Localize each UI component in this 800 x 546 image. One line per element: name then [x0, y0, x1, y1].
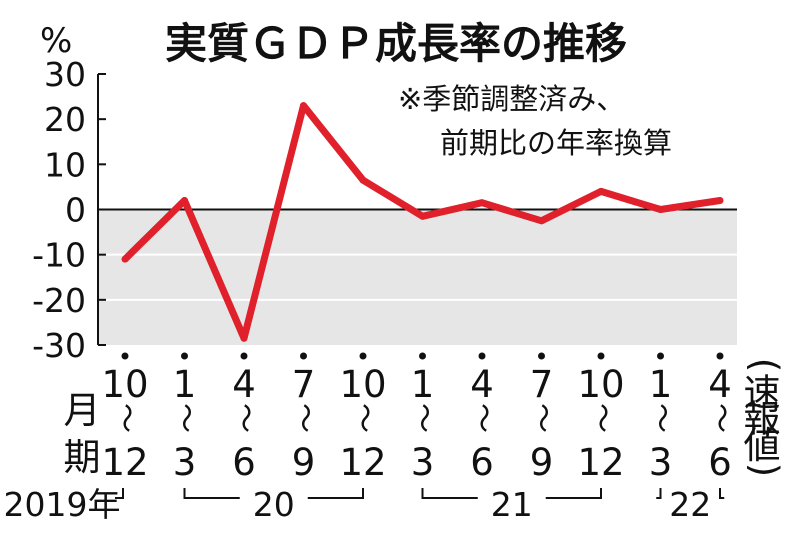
x-tick-end: 3 — [411, 441, 435, 484]
preliminary-char: 報 — [744, 398, 781, 441]
y-tick-label: 30 — [44, 55, 86, 94]
year-label: 22 — [669, 485, 711, 524]
x-tick-start: 1 — [649, 363, 673, 406]
x-tick-end: 6 — [708, 441, 732, 484]
data-point — [716, 196, 724, 204]
data-point — [419, 212, 426, 220]
x-tick-tilde: ～ — [644, 403, 679, 433]
x-tick-start: 10 — [577, 363, 624, 406]
x-tick-tilde: ～ — [287, 403, 322, 433]
plot-area — [97, 73, 737, 346]
y-tick-label: -10 — [32, 236, 86, 275]
data-point — [240, 334, 248, 342]
x-tick-dot — [478, 352, 486, 360]
x-tick-dot — [716, 352, 724, 360]
x-tick-end: 12 — [577, 441, 624, 484]
preliminary-char: 速 — [744, 371, 781, 414]
x-tick-start: 4 — [470, 363, 494, 406]
year-bracket — [183, 488, 240, 499]
x-tick-start: 7 — [292, 363, 316, 406]
y-tick-label: 10 — [44, 145, 86, 184]
chart-note: ※季節調整済み、 前期比の年率換算 — [398, 82, 672, 160]
x-tick-tilde: ～ — [346, 403, 381, 433]
data-point — [181, 196, 188, 204]
chart-title: 実質ＧＤＰ成長率の推移 — [165, 19, 627, 68]
y-axis-ticks: 30 20 10 0 -10 -20 -30 — [32, 55, 86, 365]
data-point — [657, 206, 664, 213]
x-tick-tilde: ～ — [465, 403, 500, 433]
x-tick-tilde: ～ — [108, 403, 143, 433]
x-tick-start: 4 — [708, 363, 732, 406]
x-tick-tilde: ～ — [406, 403, 441, 433]
x-tick-tilde: ～ — [168, 403, 203, 433]
year-labels: 2019年 20 21 22 — [4, 485, 725, 524]
year-bracket — [307, 488, 364, 499]
x-tick-tilde: ～ — [525, 403, 560, 433]
x-tick-end: 3 — [649, 441, 673, 484]
x-tick-end: 6 — [470, 441, 494, 484]
x-tick-dot — [657, 352, 664, 360]
x-tick-start: 7 — [530, 363, 554, 406]
plot-bg-negative — [98, 209, 737, 345]
x-tick-end: 9 — [292, 441, 316, 484]
x-tick-tilde: ～ — [584, 403, 619, 433]
x-tick-start: 1 — [173, 363, 197, 406]
data-point — [538, 217, 545, 225]
preliminary-paren: ( — [743, 358, 786, 372]
x-tick-dot — [181, 352, 188, 360]
x-tick-start: 4 — [232, 363, 256, 406]
y-tick-label: -20 — [32, 281, 86, 320]
data-point — [597, 187, 605, 195]
x-tick-end: 3 — [173, 441, 197, 484]
x-tick-dot — [359, 352, 367, 360]
year-label: 20 — [253, 485, 295, 524]
y-tick-label: 20 — [44, 100, 86, 139]
x-tick-dot — [121, 352, 129, 360]
year-label: 2019年 — [4, 485, 121, 524]
year-bracket — [656, 488, 662, 499]
x-tick-dot — [538, 352, 545, 360]
data-point — [121, 255, 129, 263]
data-point — [478, 199, 486, 207]
y-tick-label: -30 — [32, 326, 86, 365]
note-line-1: ※季節調整済み、 — [398, 82, 625, 116]
x-tick-dot — [419, 352, 426, 360]
x-tick-end: 9 — [530, 441, 554, 484]
year-bracket — [545, 488, 602, 499]
preliminary-char: 値 — [744, 424, 781, 467]
x-tick-end: 6 — [232, 441, 256, 484]
x-tick-start: 1 — [411, 363, 435, 406]
x-tick-end: 12 — [101, 441, 148, 484]
x-tick-start: 10 — [339, 363, 386, 406]
preliminary-paren: ) — [743, 463, 786, 477]
x-tick-dot — [597, 352, 605, 360]
x-tick-end: 12 — [339, 441, 386, 484]
x-tick-tilde: ～ — [227, 403, 262, 433]
x-tick-tilde: ～ — [703, 403, 738, 433]
note-line-2: 前期比の年率換算 — [440, 126, 672, 160]
data-point — [359, 176, 367, 184]
year-bracket — [719, 488, 725, 499]
x-tick-dot — [300, 352, 307, 360]
plot-bg-positive — [98, 74, 737, 210]
x-row-label-period: 期 — [64, 436, 101, 479]
x-axis-ticks: 10～121～34～67～910～121～34～67～910～121～34～6月… — [64, 352, 786, 484]
year-label: 21 — [491, 485, 533, 524]
year-bracket — [115, 488, 124, 499]
x-tick-start: 10 — [101, 363, 148, 406]
x-row-label-month: 月 — [64, 389, 101, 432]
x-tick-dot — [240, 352, 248, 360]
y-tick-label: 0 — [65, 191, 86, 230]
y-axis-unit: % — [40, 21, 72, 61]
year-bracket — [421, 488, 478, 499]
data-point — [300, 102, 307, 110]
